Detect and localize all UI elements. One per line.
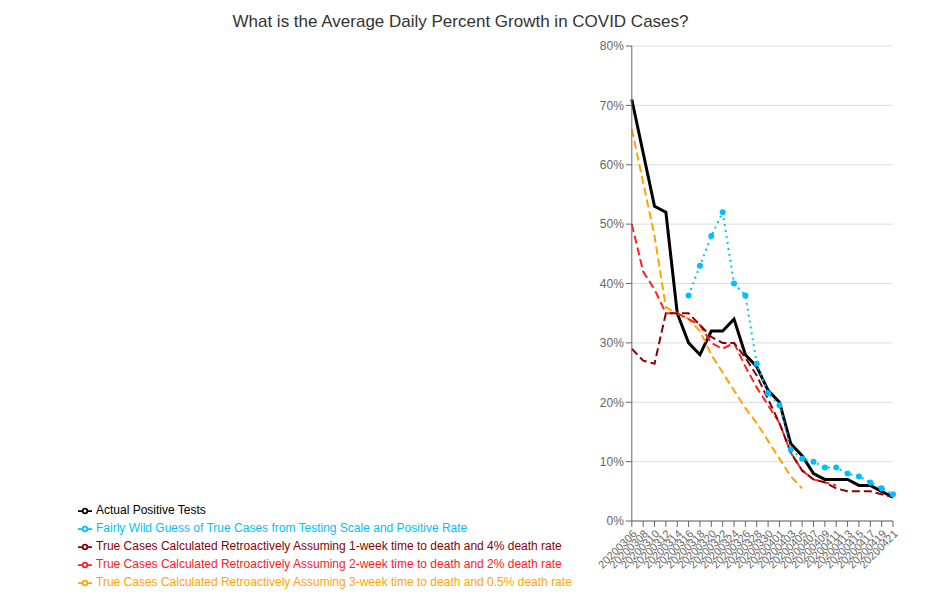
svg-text:20200421: 20200421 bbox=[857, 527, 900, 570]
svg-text:60%: 60% bbox=[600, 158, 624, 172]
svg-text:20200320: 20200320 bbox=[675, 527, 719, 571]
svg-text:20200403: 20200403 bbox=[754, 527, 798, 571]
svg-text:40%: 40% bbox=[600, 277, 624, 291]
svg-text:20200312: 20200312 bbox=[629, 527, 673, 571]
svg-text:20200324: 20200324 bbox=[697, 527, 741, 571]
svg-text:20200306: 20200306 bbox=[595, 527, 639, 571]
svg-text:20200318: 20200318 bbox=[663, 527, 707, 571]
svg-text:20200409: 20200409 bbox=[788, 527, 832, 571]
svg-text:20200401: 20200401 bbox=[743, 527, 787, 571]
html-text:True Cases Calculated Retroact: True Cases Calculated Retroactively Assu… bbox=[96, 539, 562, 553]
svg-text:20200419: 20200419 bbox=[845, 527, 889, 571]
html-text:True Cases Calculated Retroact: True Cases Calculated Retroactively Assu… bbox=[96, 575, 572, 589]
svg-text:20200328: 20200328 bbox=[720, 527, 764, 571]
html-text:Fairly Wild Guess of True Case: Fairly Wild Guess of True Cases from Tes… bbox=[96, 521, 468, 535]
svg-text:20200417: 20200417 bbox=[834, 527, 878, 571]
svg-text:20200413: 20200413 bbox=[811, 527, 855, 571]
svg-text:20200326: 20200326 bbox=[709, 527, 753, 571]
svg-text:10%: 10% bbox=[600, 455, 624, 469]
svg-text:20200310: 20200310 bbox=[618, 527, 662, 571]
svg-text:20200330: 20200330 bbox=[731, 527, 775, 571]
html-text:True Cases Calculated Retroact: True Cases Calculated Retroactively Assu… bbox=[96, 557, 562, 571]
svg-text:70%: 70% bbox=[600, 99, 624, 113]
svg-text:20%: 20% bbox=[600, 396, 624, 410]
svg-text:20200411: 20200411 bbox=[800, 527, 844, 570]
svg-text:20200407: 20200407 bbox=[777, 527, 821, 571]
svg-text:50%: 50% bbox=[600, 217, 624, 231]
svg-text:80%: 80% bbox=[600, 39, 624, 53]
svg-text:30%: 30% bbox=[600, 336, 624, 350]
html-text:Actual Positive Tests: Actual Positive Tests bbox=[96, 503, 206, 517]
svg-text:20200314: 20200314 bbox=[641, 527, 685, 571]
svg-text:20200405: 20200405 bbox=[766, 527, 810, 571]
svg-text:20200322: 20200322 bbox=[686, 527, 730, 571]
svg-text:20200308: 20200308 bbox=[607, 527, 651, 571]
svg-text:20200316: 20200316 bbox=[652, 527, 696, 571]
svg-text:0%: 0% bbox=[606, 514, 624, 528]
html-text:What is the Average Daily Perc: What is the Average Daily Percent Growth… bbox=[232, 12, 689, 31]
svg-text:20200415: 20200415 bbox=[822, 527, 866, 571]
